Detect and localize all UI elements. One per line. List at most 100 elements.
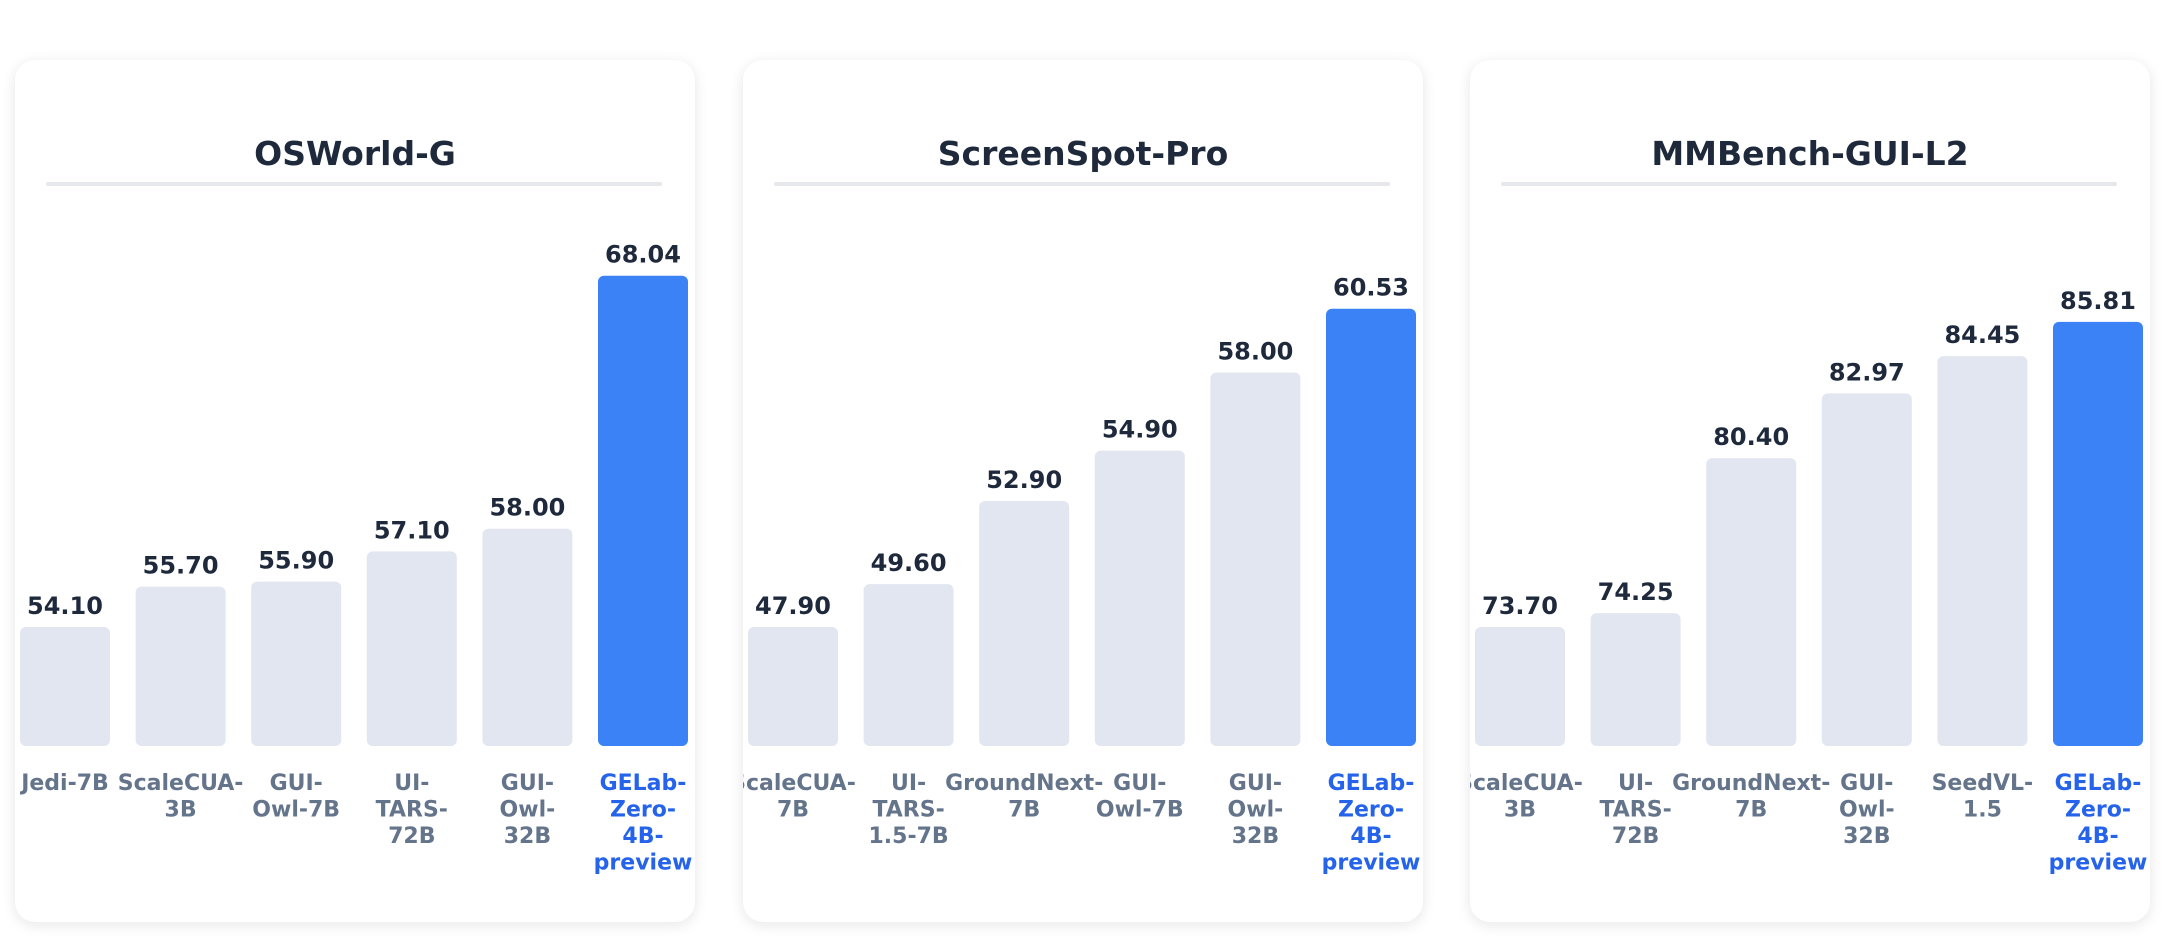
category-label-line: GUI- [501, 771, 554, 796]
chart-title: OSWorld-G [254, 134, 456, 173]
category-label-line: 32B [504, 824, 551, 849]
screenspot-pro-chart: 47.90ScaleCUA-7B49.60UI-TARS-1.5-7B52.90… [743, 274, 1421, 876]
category-label-line: GELab- [1328, 771, 1415, 796]
category-label: GroundNext-7B [945, 771, 1103, 823]
category-label: SeedVL-1.5 [1932, 771, 2034, 823]
osworld-g-card: OSWorld-G 54.10 Jedi-7B 55.70 ScaleCUA-3B 55… [15, 60, 695, 922]
category-label-line: 4B- [1350, 824, 1391, 849]
category-label-line: Owl- [1839, 798, 1895, 823]
title-divider [774, 182, 1390, 186]
value-label: 80.40 [1713, 423, 1789, 451]
value-label: 82.97 [1829, 358, 1905, 386]
category-label: UI-TARS-72B [376, 771, 448, 849]
mmbench-gui-l2-chart: 73.70 ScaleCUA-3B 74.25 UI-TARS-72B 80.40 Gro… [1470, 287, 2148, 876]
category-label-line: TARS- [1599, 798, 1671, 823]
bar-ui-tars-72b [366, 551, 457, 746]
category-label-line: Owl- [500, 798, 556, 823]
category-label-line: GUI- [1840, 771, 1893, 796]
category-label-line: GUI- [1113, 771, 1166, 796]
value-label: 58.00 [1217, 337, 1293, 365]
bar-scalecua-7b [748, 627, 838, 746]
category-label-line: TARS- [872, 798, 944, 823]
value-label: 84.45 [1944, 321, 2020, 349]
category-label-line: GroundNext- [1672, 771, 1830, 796]
bar-groundnext-7b [979, 501, 1070, 746]
title-divider [46, 182, 662, 186]
category-label: ScaleCUA-7B [743, 771, 856, 823]
bar-gui-owl-7b [251, 581, 342, 746]
category-label-line: ScaleCUA- [1470, 771, 1583, 796]
category-label-line: 3B [1504, 798, 1536, 823]
category-label-line: 32B [1232, 824, 1279, 849]
category-label-line: GroundNext- [945, 771, 1103, 796]
category-label-line: UI- [394, 771, 429, 796]
category-label: GELab-Zero-4B-preview [2049, 771, 2148, 876]
value-label: 52.90 [986, 466, 1062, 494]
category-label: UI-TARS-72B [1599, 771, 1671, 849]
title-divider [1501, 182, 2117, 186]
bar-ui-tars-1-5-7b [863, 584, 954, 746]
category-label-line: ScaleCUA- [118, 771, 244, 796]
category-label-line: 7B [1008, 798, 1040, 823]
category-label-line: Owl-7B [252, 798, 340, 823]
chart-title: MMBench-GUI-L2 [1651, 134, 1969, 173]
category-label-line: Jedi-7B [19, 771, 109, 796]
value-label: 58.00 [489, 494, 565, 522]
category-label-line: Owl- [1228, 798, 1284, 823]
category-label-line: 32B [1843, 824, 1890, 849]
value-label: 85.81 [2060, 287, 2136, 315]
category-label-line: preview [1322, 851, 1421, 876]
category-label-line: Zero- [2065, 798, 2131, 823]
category-label-line: GUI- [270, 771, 323, 796]
value-label: 49.60 [871, 549, 947, 577]
category-label-line: Zero- [1338, 798, 1404, 823]
osworld-g-chart: 54.10Jedi-7B55.70ScaleCUA-3B55.90GUI-Owl… [19, 241, 692, 876]
bar-ui-tars-72b [1590, 613, 1681, 746]
category-label-line: GELab- [600, 771, 687, 796]
category-label-line: Zero- [610, 798, 676, 823]
value-label: 57.10 [374, 516, 450, 544]
bar-gelab-zero-4b-preview [598, 275, 688, 746]
bar-gui-owl-32b [482, 528, 573, 746]
category-label-line: ScaleCUA- [743, 771, 856, 796]
category-label-line: 4B- [2077, 824, 2118, 849]
category-label: Jedi-7B [19, 771, 109, 796]
value-label: 73.70 [1482, 592, 1558, 620]
category-label-line: TARS- [376, 798, 448, 823]
category-label: GUI-Owl-32B [1839, 771, 1895, 849]
bar-jedi-7b [20, 627, 110, 746]
category-label: GUI-Owl-32B [500, 771, 556, 849]
category-label-line: 7B [1735, 798, 1767, 823]
value-label: 47.90 [755, 592, 831, 620]
category-label: GELab-Zero-4B-preview [1322, 771, 1421, 876]
category-label-line: 72B [1612, 824, 1659, 849]
screenspot-pro-card: ScreenSpot-Pro 47.90ScaleCUA-7B49.60UI-T… [743, 60, 1423, 922]
category-label: GroundNext-7B [1672, 771, 1830, 823]
category-label-line: 7B [777, 798, 809, 823]
category-label-line: 1.5-7B [869, 824, 949, 849]
category-label-line: 72B [388, 824, 435, 849]
category-label: ScaleCUA-3B [118, 771, 244, 823]
value-label: 54.10 [27, 592, 103, 620]
category-label: GUI-Owl-32B [1228, 771, 1284, 849]
category-label-line: UI- [1618, 771, 1653, 796]
chart-title: ScreenSpot-Pro [937, 134, 1229, 173]
value-label: 55.70 [143, 552, 219, 580]
category-label-line: 3B [165, 798, 197, 823]
bar-seedvl-1-5 [1937, 356, 2028, 746]
value-label: 60.53 [1333, 274, 1409, 302]
category-label: GUI-Owl-7B [252, 771, 340, 823]
value-label: 74.25 [1598, 578, 1674, 606]
bar-gelab-zero-4b-preview [1326, 308, 1416, 746]
category-label-line: Owl-7B [1096, 798, 1184, 823]
category-label-line: SeedVL- [1932, 771, 2034, 796]
bar-gui-owl-7b [1094, 450, 1185, 746]
category-label-line: 4B- [622, 824, 663, 849]
category-label-line: 1.5 [1963, 798, 2002, 823]
category-label-line: GELab- [2055, 771, 2142, 796]
bar-groundnext-7b [1706, 458, 1797, 746]
bar-scalecua-3b [135, 586, 226, 746]
bar-gui-owl-32b [1821, 393, 1912, 746]
category-label: GUI-Owl-7B [1096, 771, 1184, 823]
value-label: 68.04 [605, 241, 681, 269]
